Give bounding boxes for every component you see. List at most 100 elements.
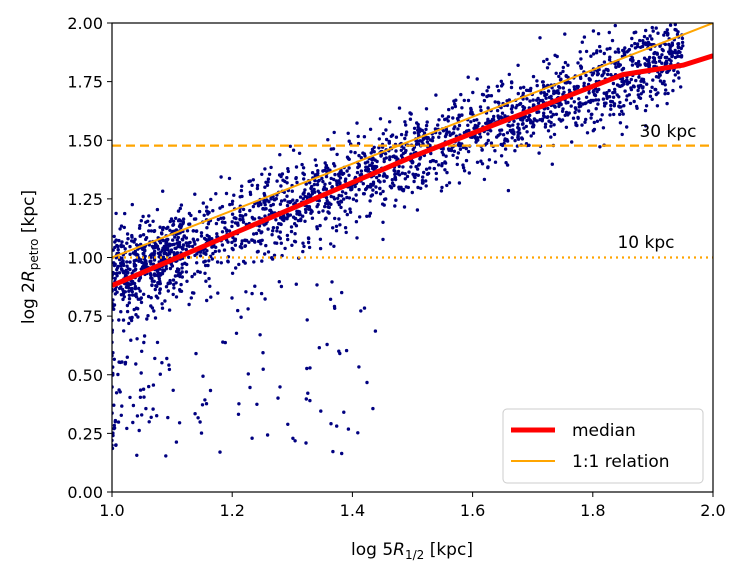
scatter-point (479, 108, 483, 113)
scatter-point (334, 179, 338, 183)
scatter-point (198, 254, 203, 258)
scatter-point (128, 252, 132, 256)
scatter-point (309, 211, 313, 215)
scatter-point (290, 243, 294, 247)
scatter-point (464, 158, 469, 163)
scatter-point (255, 183, 260, 188)
scatter-point (306, 236, 311, 240)
scatter-point (598, 145, 602, 149)
scatter-point (301, 197, 305, 201)
scatter-point (204, 402, 209, 406)
scatter-point (172, 286, 176, 290)
scatter-point (531, 74, 536, 79)
scatter-point (307, 245, 312, 250)
scatter-point (315, 283, 319, 287)
scatter-point (591, 98, 595, 103)
x-tick-label: 1.4 (340, 501, 365, 520)
scatter-point (125, 426, 129, 431)
scatter-point (318, 237, 323, 241)
scatter-point (647, 58, 651, 62)
scatter-point (279, 284, 284, 289)
scatter-point (347, 166, 351, 170)
scatter-point (466, 98, 471, 103)
scatter-point (263, 185, 267, 189)
scatter-point (282, 218, 286, 223)
scatter-point (390, 181, 395, 185)
scatter-point (253, 284, 257, 288)
scatter-point (337, 174, 341, 178)
series-lines (112, 23, 713, 288)
scatter-point (190, 274, 194, 279)
scatter-point (629, 77, 633, 82)
scatter-point (219, 216, 223, 220)
scatter-point (506, 188, 511, 193)
scatter-point (658, 55, 663, 60)
scatter-point (265, 433, 270, 437)
scatter-point (409, 165, 413, 169)
scatter-point (589, 112, 594, 117)
scatter-point (158, 241, 163, 245)
scatter-point (366, 165, 370, 169)
scatter-point (356, 141, 361, 146)
scatter-point (657, 59, 662, 63)
scatter-point (583, 120, 587, 124)
scatter-point (266, 227, 270, 231)
scatter-point (132, 262, 136, 266)
scatter-point (407, 170, 411, 174)
scatter-point (164, 285, 169, 289)
scatter-point (137, 428, 141, 433)
scatter-point (431, 135, 435, 140)
scatter-point (359, 309, 363, 313)
scatter-point (451, 131, 456, 135)
scatter-point (428, 166, 432, 170)
y-tick-label: 0.00 (67, 483, 103, 502)
scatter-point (582, 35, 587, 39)
scatter-point (424, 127, 428, 132)
scatter-point (606, 68, 610, 72)
scatter-point (304, 210, 308, 214)
scatter-point (317, 346, 321, 350)
scatter-point (384, 137, 389, 142)
scatter-point (294, 176, 298, 180)
scatter-point (236, 308, 240, 313)
scatter-point (181, 217, 186, 221)
scatter-point (343, 209, 347, 213)
scatter-point (122, 271, 126, 275)
scatter-point (136, 315, 140, 319)
scatter-point (465, 129, 469, 133)
scatter-point (146, 219, 150, 223)
scatter-point (126, 267, 131, 271)
scatter-point (171, 292, 175, 297)
scatter-point (207, 276, 211, 281)
scatter-point (232, 193, 236, 197)
scatter-point (146, 314, 150, 318)
scatter-point (516, 125, 520, 130)
scatter-point (297, 210, 302, 214)
scatter-point (348, 207, 352, 211)
scatter-point (420, 178, 425, 183)
scatter-point (546, 115, 550, 119)
scatter-point (247, 179, 251, 184)
scatter-point (553, 53, 557, 57)
scatter-point (161, 225, 166, 230)
scatter-point (434, 159, 438, 164)
scatter-point (339, 194, 344, 198)
scatter-point (142, 340, 146, 345)
scatter-point (585, 131, 590, 135)
scatter-point (384, 156, 388, 160)
scatter-point (662, 33, 666, 37)
scatter-point (330, 185, 334, 189)
scatter-point (146, 294, 151, 299)
scatter-point (329, 194, 333, 199)
scatter-point (480, 148, 484, 152)
scatter-point (612, 104, 616, 108)
scatter-point (367, 185, 371, 189)
scatter-point (315, 225, 319, 229)
scatter-point (424, 184, 428, 188)
scatter-point (476, 124, 480, 128)
scatter-point (194, 217, 198, 221)
scatter-point (171, 229, 175, 234)
scatter-point (230, 240, 234, 245)
scatter-point (117, 388, 121, 392)
scatter-point (286, 422, 290, 426)
